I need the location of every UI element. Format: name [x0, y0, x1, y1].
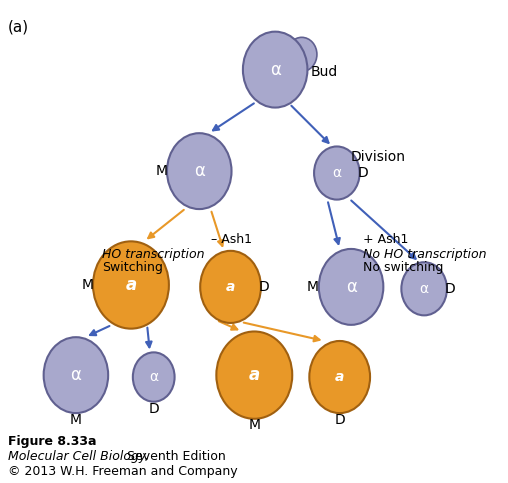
Text: D: D	[259, 280, 269, 294]
Text: α: α	[332, 166, 341, 180]
Text: M: M	[155, 164, 167, 178]
Text: α: α	[194, 162, 205, 180]
Text: M: M	[70, 413, 82, 427]
Text: a: a	[249, 366, 260, 384]
Text: + Ash1: + Ash1	[363, 233, 409, 246]
Text: Molecular Cell Biology,: Molecular Cell Biology,	[8, 450, 149, 463]
Text: D: D	[334, 413, 345, 427]
Text: Figure 8.33a: Figure 8.33a	[8, 435, 96, 448]
Text: – Ash1: – Ash1	[211, 233, 251, 246]
Text: (a): (a)	[8, 19, 29, 34]
Text: HO transcription: HO transcription	[103, 248, 205, 261]
Text: M: M	[81, 278, 93, 292]
Text: a: a	[226, 280, 235, 294]
Text: M: M	[307, 280, 319, 294]
Text: α: α	[71, 366, 81, 384]
Ellipse shape	[287, 37, 317, 71]
Text: α: α	[270, 60, 280, 79]
Ellipse shape	[93, 242, 169, 328]
Text: α: α	[345, 278, 357, 296]
Text: Bud: Bud	[310, 65, 337, 79]
Text: D: D	[148, 402, 159, 416]
Text: a: a	[335, 370, 344, 384]
Ellipse shape	[243, 32, 307, 108]
Text: © 2013 W.H. Freeman and Company: © 2013 W.H. Freeman and Company	[8, 465, 237, 478]
Ellipse shape	[401, 262, 447, 315]
Text: D: D	[444, 282, 455, 296]
Text: α: α	[420, 282, 429, 296]
Text: a: a	[125, 276, 137, 294]
Text: No HO transcription: No HO transcription	[363, 248, 487, 261]
Text: M: M	[248, 418, 260, 432]
Ellipse shape	[216, 331, 292, 419]
Ellipse shape	[133, 353, 175, 402]
Ellipse shape	[200, 251, 261, 323]
Text: D: D	[358, 166, 369, 180]
Text: α: α	[149, 370, 158, 384]
Ellipse shape	[167, 133, 232, 209]
Ellipse shape	[44, 337, 108, 413]
Text: Seventh Edition: Seventh Edition	[123, 450, 226, 463]
Ellipse shape	[319, 249, 384, 325]
Text: No switching: No switching	[363, 261, 444, 274]
Text: Division: Division	[351, 150, 406, 164]
Text: Switching: Switching	[103, 261, 164, 274]
Ellipse shape	[309, 341, 370, 413]
Ellipse shape	[314, 146, 360, 199]
